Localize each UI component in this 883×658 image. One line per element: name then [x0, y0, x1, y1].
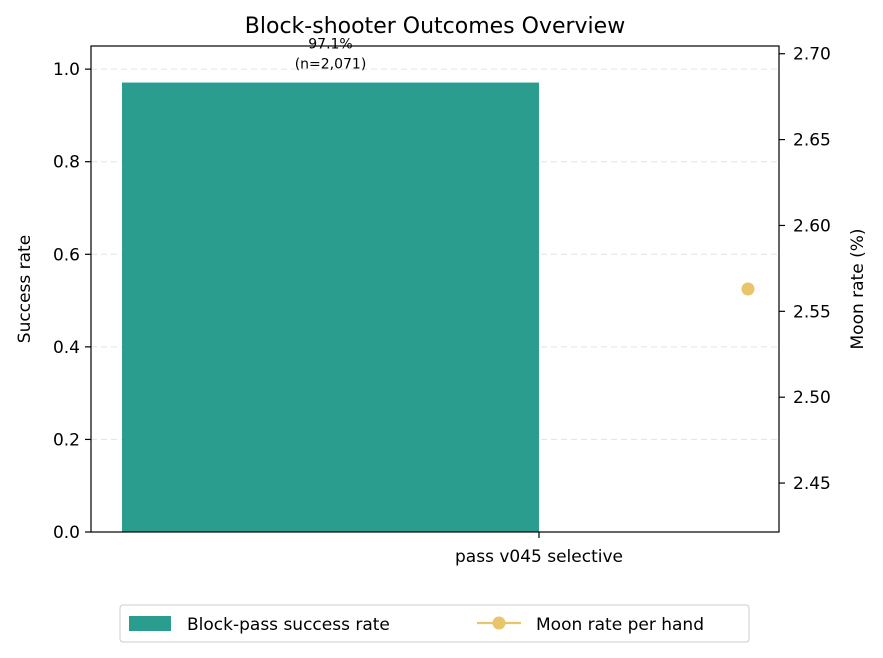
y2-tick-label: 2.45 [793, 474, 831, 494]
right-y-axis: 2.45 2.50 2.55 2.60 2.65 2.70 [779, 45, 831, 494]
y-tick-label: 0.8 [53, 153, 80, 173]
chart-title: Block-shooter Outcomes Overview [245, 14, 625, 39]
legend-swatch-marker [492, 616, 506, 630]
x-tick-label: pass v045 selective [455, 547, 623, 567]
y-tick-label: 1.0 [53, 60, 80, 80]
y-tick-label: 0.4 [53, 338, 80, 358]
y2-tick-label: 2.60 [793, 216, 831, 236]
y2-tick-label: 2.55 [793, 302, 831, 322]
moon-rate-points [741, 282, 755, 296]
y2-tick-label: 2.70 [793, 45, 831, 65]
y-axis-title: Success rate [15, 235, 35, 343]
y2-tick-label: 2.65 [793, 131, 831, 151]
y2-axis-title: Moon rate (%) [848, 228, 868, 349]
bar-count-label: (n=2,071) [295, 57, 367, 73]
bar [122, 82, 539, 533]
legend: Block-pass success rate Moon rate per ha… [119, 604, 750, 643]
y-tick-label: 0.2 [53, 430, 80, 450]
legend-swatch-bar [129, 616, 171, 631]
y2-tick-label: 2.50 [793, 388, 831, 408]
plot-frame [90, 45, 780, 533]
bar-value-label: 97.1% [308, 37, 352, 53]
left-y-axis: 0.0 0.2 0.4 0.6 0.8 1.0 [53, 60, 91, 543]
y-tick-label: 0.6 [53, 245, 80, 265]
bars: 97.1% (n=2,071) [122, 37, 539, 533]
legend-label-line: Moon rate per hand [536, 615, 704, 635]
x-axis: pass v045 selective [455, 532, 623, 567]
legend-frame [119, 604, 750, 643]
y-tick-label: 0.0 [53, 523, 80, 543]
moon-rate-point [741, 282, 755, 296]
legend-label-bar: Block-pass success rate [187, 615, 390, 635]
